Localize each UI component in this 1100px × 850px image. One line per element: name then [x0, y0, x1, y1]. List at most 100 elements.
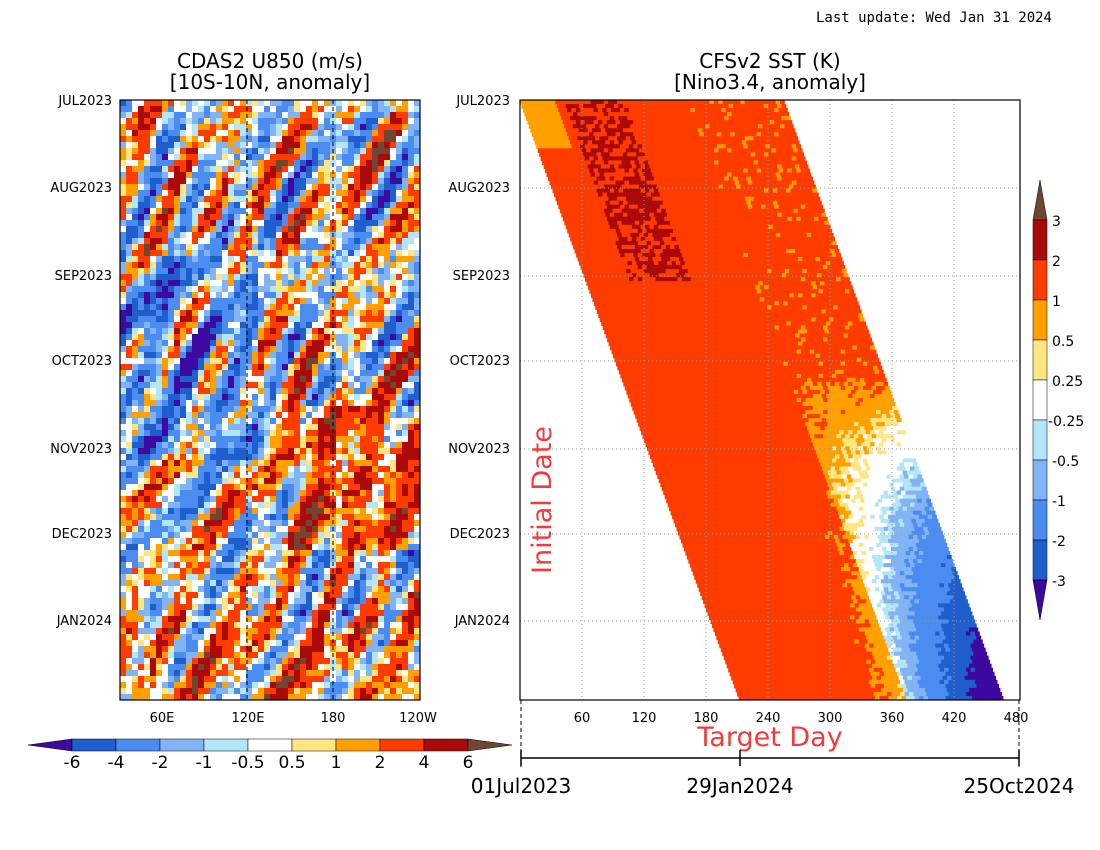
u850-cell — [354, 286, 361, 293]
u850-cell — [324, 226, 331, 233]
u850-cell — [288, 502, 295, 509]
u850-cell — [138, 184, 145, 191]
u850-cell — [144, 370, 151, 377]
u850-cell — [150, 526, 157, 533]
u850-cell — [132, 364, 139, 371]
u850-cell — [216, 256, 223, 263]
u850-cell — [336, 622, 343, 629]
u850-cell — [318, 100, 325, 107]
u850-cell — [276, 454, 283, 461]
u850-cell — [192, 466, 199, 473]
u850-cell — [390, 106, 397, 113]
u850-cell — [384, 556, 391, 563]
u850-cell — [384, 676, 391, 683]
u850-cell — [372, 256, 379, 263]
u850-cell — [228, 136, 235, 143]
u850-cell — [288, 562, 295, 569]
u850-cell — [282, 268, 289, 275]
u850-cell — [138, 478, 145, 485]
u850-cell — [156, 376, 163, 383]
u850-cell — [246, 106, 253, 113]
u850-cell — [228, 418, 235, 425]
u850-cell — [414, 484, 420, 491]
u850-cell — [138, 628, 145, 635]
u850-cell — [150, 106, 157, 113]
u850-cell — [228, 496, 235, 503]
u850-cell — [126, 148, 133, 155]
u850-cell — [372, 166, 379, 173]
u850-cell — [300, 652, 307, 659]
u850-cell — [342, 424, 349, 431]
u850-cell — [132, 340, 139, 347]
u850-cell — [180, 148, 187, 155]
u850-cell — [132, 490, 139, 497]
u850-cell — [246, 622, 253, 629]
u850-cell — [252, 664, 259, 671]
u850-cell — [336, 346, 343, 353]
u850-cell — [228, 562, 235, 569]
u850-cell — [348, 256, 355, 263]
u850-cell — [288, 610, 295, 617]
u850-cell — [198, 586, 205, 593]
u850-cell — [192, 364, 199, 371]
u850-cell — [408, 166, 415, 173]
u850-cell — [324, 274, 331, 281]
u850-cell — [162, 688, 169, 695]
u850-cell — [360, 100, 367, 107]
u850-cell — [300, 670, 307, 677]
u850-cell — [348, 610, 355, 617]
u850-cell — [318, 646, 325, 653]
u850-cell — [228, 364, 235, 371]
u850-cell — [228, 640, 235, 647]
u850-cell — [186, 136, 193, 143]
u850-cell — [234, 460, 241, 467]
u850-cell — [192, 592, 199, 599]
u850-cell — [234, 628, 241, 635]
u850-cell — [156, 274, 163, 281]
u850-cell — [174, 208, 181, 215]
u850-cell — [336, 664, 343, 671]
u850-cell — [354, 520, 361, 527]
u850-cell — [378, 454, 385, 461]
u850-cell — [372, 394, 379, 401]
u850-cell — [312, 616, 319, 623]
u850-cell — [342, 310, 349, 317]
u850-cell — [306, 484, 313, 491]
u850-cell — [408, 346, 415, 353]
u850-cell — [390, 388, 397, 395]
u850-cell — [318, 370, 325, 377]
u850-cell — [120, 496, 127, 503]
u850-cell — [300, 166, 307, 173]
u850-cell — [378, 256, 385, 263]
u850-cell — [252, 562, 259, 569]
u850-cell — [288, 670, 295, 677]
u850-cell — [336, 328, 343, 335]
u850-cell — [390, 400, 397, 407]
u850-cell — [318, 502, 325, 509]
u850-cell — [198, 628, 205, 635]
u850-cell — [354, 472, 361, 479]
u850-cell — [390, 220, 397, 227]
u850-cell — [384, 640, 391, 647]
u850-cell — [372, 316, 379, 323]
u850-cell — [408, 376, 415, 383]
u850-cell — [300, 358, 307, 365]
u850-cell — [318, 136, 325, 143]
u850-cell — [312, 574, 319, 581]
u850-cell — [222, 550, 229, 557]
u850-cell — [402, 502, 409, 509]
u850-cell — [396, 472, 403, 479]
u850-cell — [270, 502, 277, 509]
u850-cell — [402, 334, 409, 341]
u850-cell — [366, 316, 373, 323]
u850-cell — [330, 586, 337, 593]
u850-cell — [300, 466, 307, 473]
u850-cell — [234, 160, 241, 167]
u850-cell — [270, 106, 277, 113]
u850-cell — [222, 184, 229, 191]
u850-cell — [120, 298, 127, 305]
u850-cell — [186, 286, 193, 293]
u850-cell — [324, 496, 331, 503]
u850-cell — [414, 232, 420, 239]
u850-cell — [192, 112, 199, 119]
